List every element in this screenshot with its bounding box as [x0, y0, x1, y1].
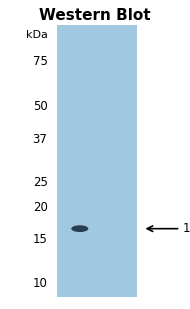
Text: 25: 25 [33, 176, 48, 189]
Text: 15: 15 [33, 233, 48, 246]
Text: 10: 10 [33, 277, 48, 290]
Ellipse shape [71, 225, 88, 232]
Text: 20: 20 [33, 201, 48, 214]
Text: 75: 75 [33, 55, 48, 68]
Text: Western Blot: Western Blot [39, 8, 151, 23]
Text: 37: 37 [33, 133, 48, 146]
Text: 16kDa: 16kDa [182, 222, 190, 235]
Bar [57, 25, 137, 297]
Text: kDa: kDa [26, 30, 48, 40]
Text: 50: 50 [33, 100, 48, 113]
